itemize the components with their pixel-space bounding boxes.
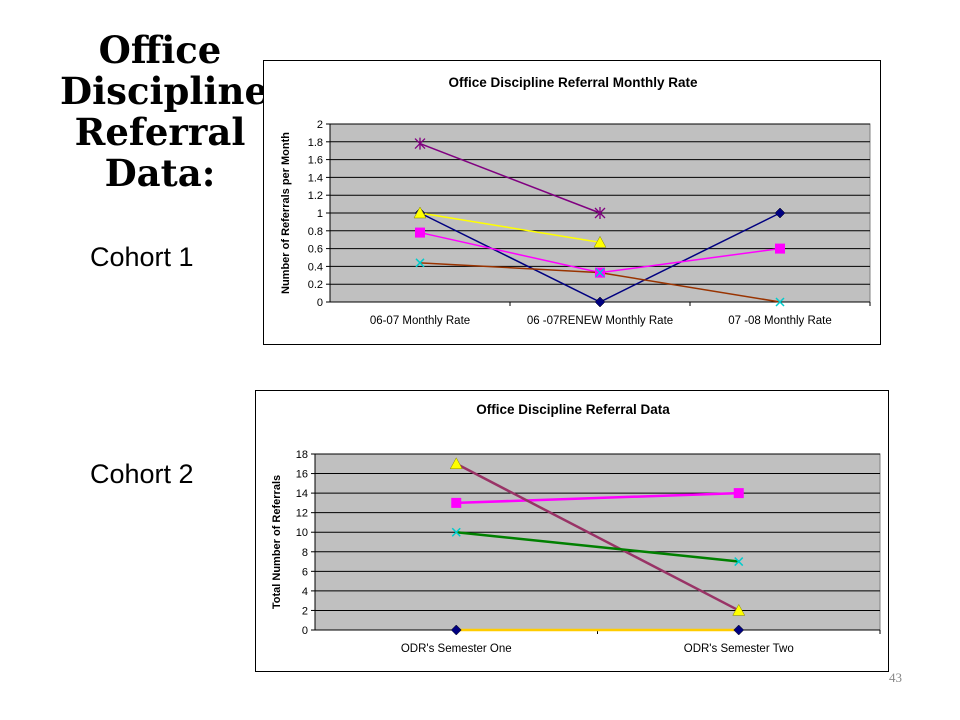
- page-number: 43: [889, 670, 902, 685]
- y-tick-label: 1: [317, 208, 323, 220]
- chart-title: Office Discipline Referral Data: [476, 402, 670, 417]
- chart-title: Office Discipline Referral Monthly Rate: [448, 75, 698, 90]
- plot-area: [314, 453, 881, 631]
- data-point-x: [415, 258, 425, 268]
- slide-title: Office Discipline Referral Data:: [60, 28, 268, 195]
- x-tick-label: ODR's Semester One: [401, 643, 512, 655]
- chart-monthly-rate-svg: Office Discipline Referral Monthly Rate 0…: [280, 75, 871, 327]
- series-line: [455, 462, 740, 612]
- slide-title-line: Referral: [74, 110, 246, 154]
- cohort-1-label: Cohort 1: [90, 242, 194, 272]
- chart-referral-data-svg: Office Discipline Referral Data 0 2 4 6 8 10 12…: [271, 402, 881, 655]
- cohort-2-label: Cohort 2: [90, 459, 194, 489]
- chart-monthly-rate: Office Discipline Referral Monthly Rate 0…: [263, 60, 881, 345]
- data-point-square: [415, 227, 425, 238]
- data-point-x: [775, 297, 785, 307]
- data-point-x: [595, 268, 605, 278]
- data-point-star: [414, 137, 426, 150]
- series-line: [419, 212, 601, 244]
- data-point-triangle: [732, 603, 746, 616]
- y-tick-label: 0.6: [308, 244, 323, 256]
- series-line: [419, 142, 601, 214]
- series-line: [456, 530, 739, 563]
- y-tick-label: 1.2: [308, 190, 323, 202]
- y-tick-label: 6: [302, 566, 308, 578]
- y-tick-label: 16: [296, 469, 308, 481]
- y-tick-label: 1.6: [308, 155, 323, 167]
- y-tick-label: 12: [296, 508, 308, 520]
- slide-title-line: Data:: [104, 151, 216, 195]
- x-tick-label: 07 -08 Monthly Rate: [728, 315, 832, 327]
- y-tick-label: 14: [296, 488, 308, 500]
- chart-referral-data: Office Discipline Referral Data 0 2 4 6 8 10 12…: [255, 390, 889, 672]
- y-tick-label: 0.8: [308, 226, 323, 238]
- y-tick-label: 18: [296, 449, 308, 461]
- x-tick-label: 06-07 Monthly Rate: [370, 315, 470, 327]
- y-axis-label: Number of Referrals per Month: [280, 132, 292, 294]
- slide-title-line: Discipline: [60, 69, 268, 113]
- data-point-x: [451, 527, 461, 537]
- y-axis-label: Total Number of Referrals: [271, 475, 283, 609]
- slide-title-line: Office: [98, 28, 222, 72]
- y-tick-label: 2: [302, 605, 308, 617]
- data-point-triangle: [413, 206, 427, 219]
- data-point-diamond: [774, 207, 786, 219]
- y-tick-label: 2: [317, 119, 323, 131]
- data-point-triangle: [593, 235, 607, 248]
- x-tick-label: 06 -07RENEW Monthly Rate: [527, 315, 673, 327]
- x-tick-label: ODR's Semester Two: [684, 643, 794, 655]
- y-tick-label: 0.4: [308, 261, 323, 273]
- series-line: [456, 491, 739, 505]
- data-point-star: [594, 207, 606, 219]
- data-point-square: [733, 488, 744, 499]
- data-point-diamond: [594, 296, 606, 308]
- data-point-triangle: [449, 457, 463, 470]
- y-tick-label: 0: [302, 625, 308, 637]
- y-tick-label: 10: [296, 527, 308, 539]
- y-tick-label: 0: [317, 297, 323, 309]
- y-tick-label: 8: [302, 547, 308, 559]
- data-point-square: [775, 243, 785, 254]
- y-tick-label: 4: [302, 586, 308, 598]
- data-point-square: [451, 497, 462, 508]
- data-point-diamond: [733, 624, 745, 636]
- data-point-diamond: [450, 624, 462, 636]
- y-tick-label: 1.8: [308, 137, 323, 149]
- data-point-x: [734, 557, 744, 567]
- y-tick-label: 1.4: [308, 172, 323, 184]
- y-tick-label: 0.2: [308, 279, 323, 291]
